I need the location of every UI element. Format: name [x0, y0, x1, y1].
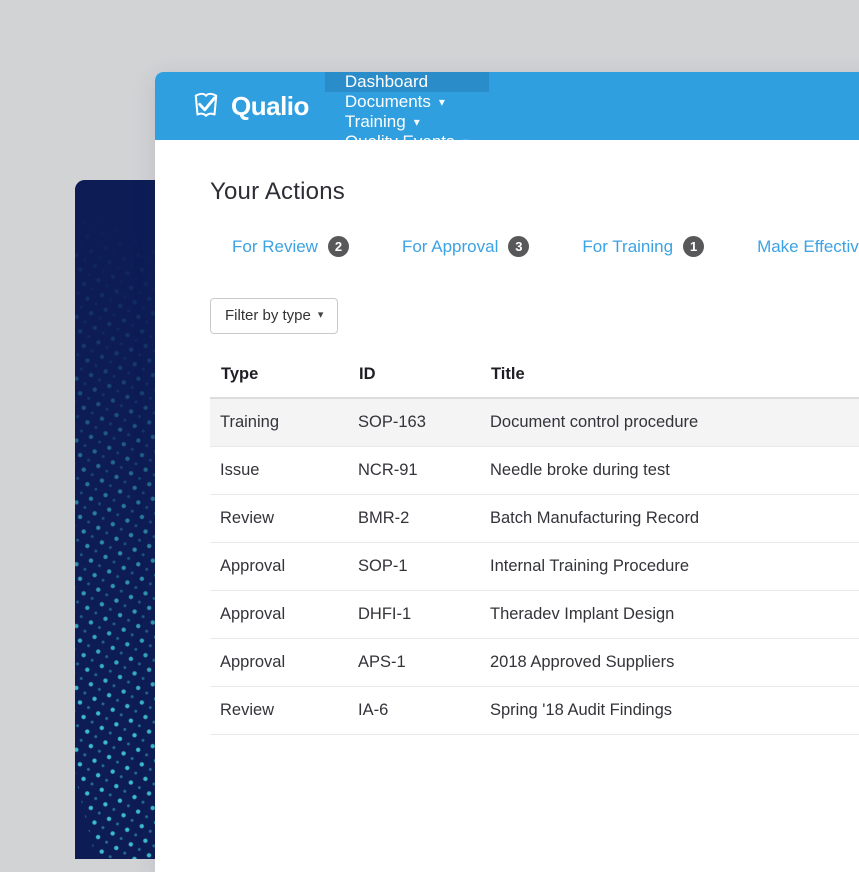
table-row[interactable]: Approval SOP-1 Internal Training Procedure: [210, 542, 859, 591]
cell-id: NCR-91: [348, 446, 480, 495]
cell-id: SOP-163: [348, 398, 480, 447]
cell-type: Approval: [210, 590, 348, 639]
column-header-id: ID: [348, 353, 480, 399]
main-nav: Dashboard Documents ▾ Training ▾ Quality Even…: [324, 72, 489, 171]
tab-label: Make Effective: [757, 236, 859, 256]
chevron-down-icon: ▾: [317, 309, 324, 321]
cell-type: Issue: [210, 446, 348, 495]
chevron-down-icon: ▾: [462, 135, 469, 149]
action-tabs: For Review 2 For Approval 3 For Training 1 Mak…: [210, 236, 859, 257]
cell-title: Document control procedure: [480, 398, 859, 447]
nav-item-reports[interactable]: Reports: [325, 152, 489, 172]
cell-type: Training: [210, 398, 348, 447]
table-row[interactable]: Review BMR-2 Batch Manufacturing Record: [210, 494, 859, 543]
filter-button-label: Filter by type: [225, 307, 311, 324]
table-row[interactable]: Training SOP-163 Document control procedur…: [210, 398, 859, 447]
table-header-row: Type ID Title: [210, 353, 859, 399]
cell-title: Theradev Implant Design: [480, 590, 859, 639]
count-badge: 1: [683, 236, 705, 257]
cell-type: Approval: [210, 638, 348, 687]
chevron-down-icon: ▾: [438, 95, 445, 109]
nav-item-label: Dashboard: [344, 72, 429, 91]
table-row[interactable]: Issue NCR-91 Needle broke during test: [210, 446, 859, 495]
page-title: Your Actions: [210, 178, 345, 205]
count-badge: 3: [508, 236, 530, 257]
tab-for-training[interactable]: For Training 1: [582, 236, 705, 257]
cell-id: APS-1: [348, 638, 480, 687]
cell-id: SOP-1: [348, 542, 480, 591]
filter-by-type-button[interactable]: Filter by type ▾: [210, 298, 339, 334]
cell-title: Needle broke during test: [480, 446, 859, 495]
nav-item-label: Training: [344, 112, 406, 131]
tab-label: For Approval: [401, 236, 499, 256]
dashboard-content: Your Actions For Review 2 For Approval 3 For…: [155, 178, 859, 735]
tab-label: For Review: [232, 236, 318, 256]
table-row[interactable]: Approval DHFI-1 Theradev Implant Design: [210, 590, 859, 639]
cell-id: DHFI-1: [348, 590, 480, 639]
cell-id: BMR-2: [348, 494, 480, 543]
table-row[interactable]: Review IA-6 Spring '18 Audit Findings: [210, 686, 859, 735]
cell-title: Batch Manufacturing Record: [480, 494, 859, 543]
cell-title: 2018 Approved Suppliers: [480, 638, 859, 687]
cell-type: Approval: [210, 542, 348, 591]
column-header-title: Title: [480, 353, 859, 399]
cell-title: Internal Training Procedure: [480, 542, 859, 591]
app-window: Qualio Dashboard Documents ▾ Training ▾ Quali…: [155, 72, 859, 872]
nav-item-label: Quality Events: [344, 132, 455, 151]
nav-item-label: Documents: [344, 92, 431, 111]
cell-type: Review: [210, 494, 348, 543]
tab-label: For Training: [582, 236, 674, 256]
chevron-down-icon: ▾: [413, 115, 420, 129]
tab-for-review[interactable]: For Review 2: [232, 236, 349, 257]
column-header-type: Type: [210, 353, 348, 399]
nav-item-documents[interactable]: Documents ▾: [325, 92, 489, 112]
tab-for-approval[interactable]: For Approval 3: [401, 236, 530, 257]
tab-make-effective[interactable]: Make Effective: [757, 237, 859, 257]
table-row[interactable]: Approval APS-1 2018 Approved Suppliers: [210, 638, 859, 687]
cell-type: Review: [210, 686, 348, 735]
top-navigation: Qualio Dashboard Documents ▾ Training ▾ Quali…: [155, 72, 859, 171]
cell-title: Spring '18 Audit Findings: [480, 686, 859, 735]
qualio-logo-icon: [194, 92, 218, 117]
nav-item-training[interactable]: Training ▾: [325, 112, 489, 132]
cell-id: IA-6: [348, 686, 480, 735]
nav-item-quality-events[interactable]: Quality Events ▾: [325, 132, 489, 152]
count-badge: 2: [327, 236, 349, 257]
brand-name: Qualio: [231, 90, 309, 121]
nav-item-label: Reports: [344, 152, 405, 171]
actions-table: Type ID Title Training SOP-163 Document cont…: [210, 353, 859, 735]
qualio-logo[interactable]: Qualio: [155, 72, 325, 140]
nav-item-dashboard[interactable]: Dashboard: [324, 72, 489, 92]
